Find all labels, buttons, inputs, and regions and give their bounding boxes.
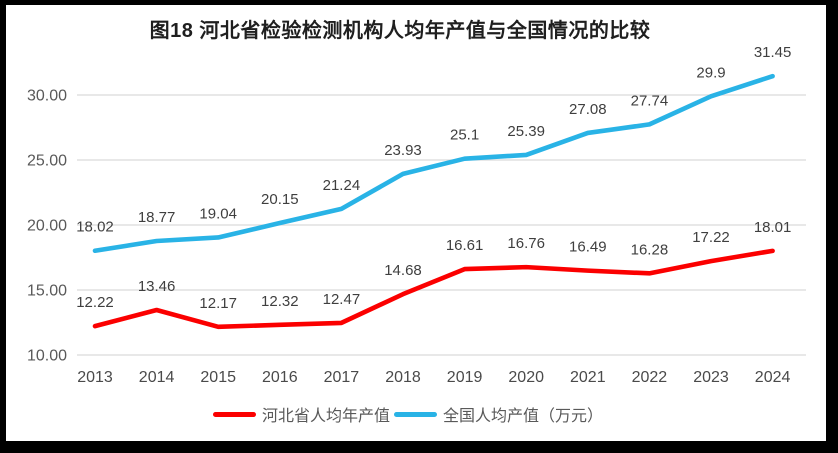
legend-item-hebei: 河北省人均年产值 xyxy=(212,402,390,426)
frame-border-bottom xyxy=(0,441,838,453)
y-axis-tick-label: 20.00 xyxy=(27,218,67,235)
x-axis-tick-label: 2013 xyxy=(77,369,113,386)
data-label: 27.74 xyxy=(631,92,669,109)
data-label: 19.04 xyxy=(199,205,237,222)
data-label: 18.77 xyxy=(138,209,176,226)
data-label: 16.76 xyxy=(507,235,545,252)
data-label: 23.93 xyxy=(384,142,422,159)
legend-swatch xyxy=(212,411,256,417)
data-label: 25.39 xyxy=(507,123,545,140)
series-line-hebei xyxy=(92,248,775,330)
data-label: 16.28 xyxy=(631,241,669,258)
data-label: 14.68 xyxy=(384,262,422,279)
x-axis-tick-label: 2022 xyxy=(632,369,668,386)
data-label: 16.61 xyxy=(446,237,484,254)
y-axis-tick-label: 30.00 xyxy=(27,88,67,105)
data-label: 16.49 xyxy=(569,239,607,256)
legend-label: 河北省人均年产值 xyxy=(261,408,390,425)
data-label: 12.22 xyxy=(76,294,114,311)
data-label: 12.47 xyxy=(323,291,361,308)
x-axis-tick-label: 2019 xyxy=(447,369,483,386)
series-line-national xyxy=(92,73,775,254)
x-axis-tick-label: 2015 xyxy=(200,369,236,386)
chart-legend: 河北省人均年产值 全国人均产值（万元） xyxy=(0,402,816,426)
data-label: 21.24 xyxy=(323,177,361,194)
data-label: 18.01 xyxy=(754,219,792,236)
data-label: 18.02 xyxy=(76,219,114,236)
x-axis-tick-label: 2024 xyxy=(755,369,791,386)
data-label: 12.32 xyxy=(261,293,299,310)
frame-border-left xyxy=(0,0,6,453)
x-axis-tick-label: 2017 xyxy=(324,369,360,386)
data-label: 13.46 xyxy=(138,278,176,295)
x-axis-tick-label: 2018 xyxy=(385,369,421,386)
data-label: 29.9 xyxy=(696,64,725,81)
data-label: 31.45 xyxy=(754,44,792,61)
chart-title: 图18 河北省检验检测机构人均年产值与全国情况的比较 xyxy=(149,20,651,42)
x-axis-tick-label: 2014 xyxy=(139,369,175,386)
x-axis-tick-label: 2021 xyxy=(570,369,606,386)
y-axis-tick-label: 15.00 xyxy=(27,283,67,300)
frame-border-top xyxy=(0,0,838,5)
data-label: 27.08 xyxy=(569,101,607,118)
data-label: 17.22 xyxy=(692,229,730,246)
legend-swatch xyxy=(394,411,437,417)
y-axis-tick-label: 25.00 xyxy=(27,153,67,170)
legend-label: 全国人均产值（万元） xyxy=(443,408,604,425)
data-label: 20.15 xyxy=(261,191,299,208)
x-axis-tick-label: 2020 xyxy=(508,369,544,386)
frame-border-right xyxy=(826,0,838,453)
legend-item-national: 全国人均产值（万元） xyxy=(394,402,603,426)
data-label: 25.1 xyxy=(450,127,479,144)
x-axis-tick-label: 2016 xyxy=(262,369,298,386)
data-label: 12.17 xyxy=(199,295,237,312)
x-axis-tick-label: 2023 xyxy=(693,369,729,386)
y-axis-tick-label: 10.00 xyxy=(27,348,67,365)
